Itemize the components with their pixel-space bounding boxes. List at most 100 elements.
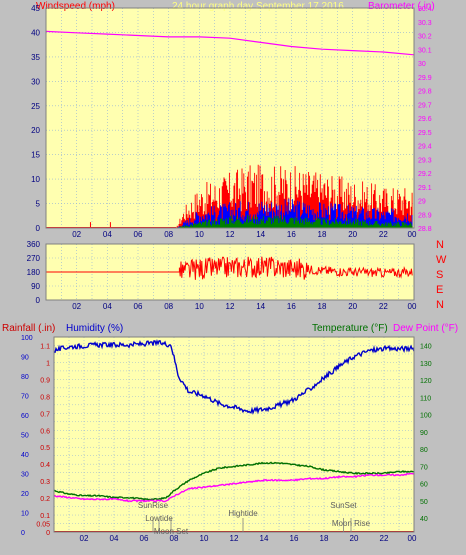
barometer-title: Barometer (.in) <box>368 1 435 12</box>
x-tick-label: 00 <box>408 302 417 311</box>
temperature-y-tick: 80 <box>420 447 428 454</box>
x-tick-label: 14 <box>260 534 269 543</box>
event-label: Lowtide <box>145 514 173 523</box>
x-tick-label: 16 <box>287 302 296 311</box>
wind-y-tick: 5 <box>36 200 41 209</box>
windspeed-title: Windspeed (mph) <box>36 1 115 12</box>
wind-y-tick: 40 <box>31 28 40 37</box>
barometer-series <box>45 30 415 56</box>
event-label: Moon Set <box>154 527 189 536</box>
x-tick-label: 08 <box>164 230 173 239</box>
rain-y-tick: 0.5 <box>40 445 50 452</box>
compass-label: W <box>436 254 447 266</box>
temperature-y-tick: 60 <box>420 482 428 489</box>
x-tick-label: 16 <box>290 534 299 543</box>
baro-y-tick: 29.8 <box>418 89 432 96</box>
temperature-y-tick: 50 <box>420 499 428 506</box>
humidity-y-tick: 90 <box>21 355 29 362</box>
rain-y-tick: 0.9 <box>40 377 50 384</box>
temperature-y-tick: 90 <box>420 430 428 437</box>
date-title: 24 hour graph day September 17 2016 <box>172 1 344 12</box>
direction-y-tick: 0 <box>36 296 41 305</box>
wind-y-tick: 0 <box>36 224 41 233</box>
baro-y-tick: 28.8 <box>418 226 432 233</box>
baro-y-tick: 29.6 <box>418 116 432 123</box>
x-tick-label: 12 <box>226 302 235 311</box>
humidity-label: Humidity (%) <box>66 323 123 334</box>
wind-y-tick: 15 <box>31 151 40 160</box>
wind-y-tick: 25 <box>31 102 40 111</box>
x-tick-label: 18 <box>320 534 329 543</box>
wind-y-tick: 30 <box>31 77 40 86</box>
x-tick-label: 10 <box>195 302 204 311</box>
x-tick-label: 04 <box>110 534 119 543</box>
baro-y-tick: 29.9 <box>418 75 432 82</box>
temperature-y-tick: 40 <box>420 516 428 523</box>
x-tick-label: 04 <box>103 230 112 239</box>
baro-y-tick: 29.1 <box>418 185 432 192</box>
x-tick-label: 00 <box>408 534 417 543</box>
temperature-label: Temperature (°F) <box>312 323 388 334</box>
direction-y-tick: 180 <box>27 268 41 277</box>
temperature-y-tick: 100 <box>420 413 432 420</box>
rain-y-tick: 0.7 <box>40 411 50 418</box>
x-tick-label: 18 <box>318 230 327 239</box>
rain-y-tick: 0.2 <box>40 496 50 503</box>
baro-y-tick: 29.3 <box>418 157 432 164</box>
wind-low-series <box>176 215 413 228</box>
baro-y-tick: 30.3 <box>418 20 432 27</box>
rainfall-label: Rainfall (.in) <box>2 323 55 334</box>
rain-y-tick: 1.1 <box>40 343 50 350</box>
x-tick-label: 14 <box>256 302 265 311</box>
humidity-y-tick: 20 <box>21 491 29 498</box>
humidity-y-tick: 0 <box>21 530 25 537</box>
x-tick-label: 20 <box>350 534 359 543</box>
humidity-y-tick: 80 <box>21 374 29 381</box>
humidity-y-tick: 100 <box>21 335 33 342</box>
x-tick-label: 12 <box>230 534 239 543</box>
event-label: SunRise <box>138 501 169 510</box>
rain-y-tick: 0.4 <box>40 462 50 469</box>
panel-frame <box>45 7 415 229</box>
wind-y-tick: 35 <box>31 53 40 62</box>
temperature-series <box>53 461 414 501</box>
rain-y-tick: 1 <box>46 360 50 367</box>
dewpoint-label: Dew Point (°F) <box>393 323 458 334</box>
rain-y-tick: 0 <box>46 530 50 537</box>
x-tick-label: 08 <box>164 302 173 311</box>
humidity-series <box>53 339 415 415</box>
baro-y-tick: 29.7 <box>418 102 432 109</box>
humidity-y-tick: 30 <box>21 472 29 479</box>
compass-label: N <box>436 299 444 311</box>
baro-y-tick: 30.2 <box>418 34 432 41</box>
x-tick-label: 14 <box>256 230 265 239</box>
baro-y-tick: 30 <box>418 61 426 68</box>
humidity-y-tick: 10 <box>21 511 29 518</box>
temperature-y-tick: 130 <box>420 361 432 368</box>
x-tick-label: 00 <box>408 230 417 239</box>
rain-y-tick: 0.8 <box>40 394 50 401</box>
x-tick-label: 20 <box>348 230 357 239</box>
rain-y-tick: 0.3 <box>40 479 50 486</box>
humidity-y-tick: 60 <box>21 413 29 420</box>
wind-direction-series <box>46 256 413 280</box>
x-tick-label: 06 <box>134 302 143 311</box>
rain-y-tick: 0.6 <box>40 428 50 435</box>
x-tick-label: 06 <box>140 534 149 543</box>
wind-y-tick: 45 <box>31 4 40 13</box>
x-tick-label: 22 <box>380 534 389 543</box>
rain-y-tick: 0.05 <box>36 522 50 529</box>
temperature-y-tick: 140 <box>420 344 432 351</box>
x-tick-label: 02 <box>72 230 81 239</box>
rain-y-tick: 0.1 <box>40 513 50 520</box>
humidity-y-tick: 70 <box>21 394 29 401</box>
baro-y-tick: 28.9 <box>418 212 432 219</box>
temperature-y-tick: 120 <box>420 378 432 385</box>
x-tick-label: 02 <box>80 534 89 543</box>
x-tick-label: 12 <box>226 230 235 239</box>
x-tick-label: 04 <box>103 302 112 311</box>
x-tick-label: 22 <box>379 230 388 239</box>
